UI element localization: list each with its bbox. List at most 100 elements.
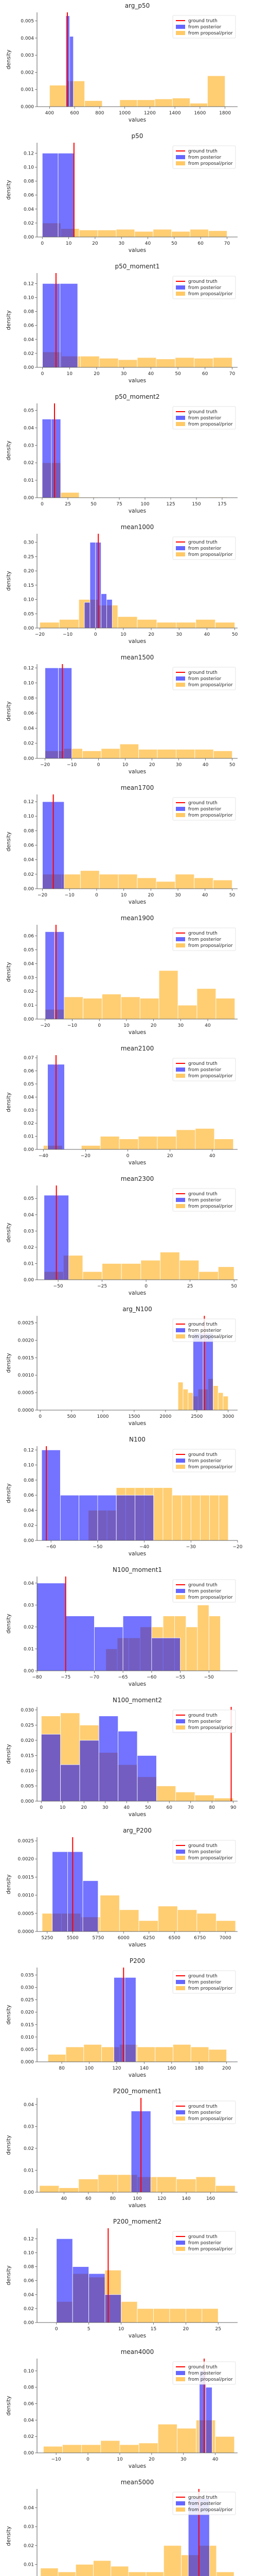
prior-bar — [197, 1604, 209, 1671]
y-tick-label: 0.0010 — [18, 1373, 34, 1378]
prior-bar — [62, 2444, 82, 2453]
posterior-bar — [37, 1583, 66, 1671]
x-axis-label: values — [129, 2202, 146, 2209]
y-tick-label: 0.0020 — [18, 1338, 34, 1343]
x-tick-label: 125 — [166, 502, 175, 507]
legend-prior-label: from proposal/prior — [188, 813, 233, 818]
y-tick-label: 0.005 — [21, 1784, 34, 1789]
x-tick-label: 6000 — [118, 1936, 130, 1941]
posterior-bar — [137, 1755, 157, 1802]
y-axis-label: density — [6, 1874, 12, 1894]
prior-bar — [156, 622, 177, 629]
prior-bar — [137, 2308, 154, 2323]
prior-bar — [200, 1495, 210, 1541]
y-tick-label: 0.00 — [24, 1017, 34, 1022]
chart-title: P200_moment2 — [113, 2218, 161, 2225]
prior-bar — [119, 743, 139, 759]
x-tick-label: −20 — [40, 762, 50, 768]
prior-bar — [40, 2568, 59, 2576]
y-axis-label: density — [6, 1092, 12, 1112]
y-tick-label: 0.003 — [21, 53, 34, 58]
x-axis-label: values — [129, 1160, 146, 1166]
y-tick-label: 0.04 — [24, 337, 34, 343]
x-tick-label: 50 — [229, 893, 236, 898]
legend-posterior-label: from posterior — [188, 1459, 221, 1464]
y-tick-label: 0.04 — [24, 961, 34, 967]
chart-title: arg_N100 — [122, 1306, 152, 1313]
posterior-bar — [58, 152, 75, 238]
legend-ground-truth-label: ground truth — [188, 1583, 218, 1588]
y-tick-label: 0.10 — [24, 2250, 34, 2256]
legend-prior-label: from proposal/prior — [188, 161, 233, 166]
posterior-bar — [52, 1851, 68, 1932]
x-tick-label: −40 — [139, 1545, 149, 1550]
x-tick-label: 5 — [87, 2327, 91, 2332]
x-tick-label: 20 — [151, 1023, 157, 1028]
x-tick-label: 50 — [229, 762, 236, 768]
prior-bar — [140, 1260, 160, 1280]
x-tick-label: 200 — [222, 2066, 231, 2071]
y-tick-label: 0.07 — [24, 1056, 34, 1061]
legend-box — [172, 1188, 236, 1212]
legend-prior-swatch — [176, 1856, 185, 1860]
prior-bar — [59, 619, 79, 629]
x-tick-label: 10 — [120, 632, 127, 637]
y-tick-label: 0.0015 — [18, 1875, 34, 1880]
x-tick-label: 10 — [121, 893, 127, 898]
prior-bar — [47, 2054, 66, 2062]
y-tick-label: 0.02 — [24, 872, 34, 877]
legend-posterior-label: from posterior — [188, 25, 221, 30]
legend-prior-label: from proposal/prior — [188, 1465, 233, 1470]
x-tick-label: −55 — [175, 1675, 185, 1680]
x-axis-label: values — [129, 1290, 146, 1296]
y-tick-label: 0.00 — [24, 365, 34, 370]
x-tick-label: 30 — [175, 893, 181, 898]
x-tick-label: 25 — [215, 2327, 221, 2332]
x-tick-label: 1000 — [97, 1414, 109, 1419]
chart-title: P200 — [130, 1957, 145, 1964]
x-tick-label: 100 — [133, 2196, 141, 2201]
legend-prior-swatch — [176, 2377, 185, 2381]
prior-bar — [198, 1271, 219, 1280]
y-tick-label: 0.00 — [24, 1147, 34, 1153]
x-tick-label: −80 — [32, 1675, 42, 1680]
x-axis-label: values — [129, 2072, 146, 2078]
legend-posterior-label: from posterior — [188, 1980, 221, 1985]
x-tick-label: −65 — [118, 1675, 128, 1680]
legend-ground-truth-label: ground truth — [188, 801, 218, 806]
x-tick-label: 120 — [157, 2196, 166, 2201]
x-tick-label: 100 — [140, 502, 149, 507]
y-axis-label: density — [6, 2265, 12, 2285]
prior-bar — [177, 1909, 197, 1932]
y-tick-label: 0.12 — [24, 151, 34, 156]
posterior-bar — [60, 1495, 80, 1541]
legend-prior-label: from proposal/prior — [188, 2116, 233, 2122]
y-tick-label: 0.004 — [21, 36, 34, 41]
legend-prior-label: from proposal/prior — [188, 2247, 233, 2252]
prior-bar — [58, 2571, 76, 2576]
prior-bar — [196, 988, 216, 1020]
x-tick-label: 800 — [95, 111, 104, 116]
y-axis-label: density — [6, 2005, 12, 2025]
legend-posterior-label: from posterior — [188, 1589, 221, 1594]
prior-bar — [194, 358, 213, 368]
prior-bar — [223, 1396, 229, 1411]
y-tick-label: 0.02 — [24, 351, 34, 357]
legend-ground-truth-label: ground truth — [188, 1322, 218, 1327]
y-tick-label: 0.02 — [24, 2434, 34, 2439]
histogram-mean1900: mean1900 0.00 0.01 0.02 0.03 0.04 0.05 0.06 −20 −… — [6, 914, 238, 1036]
x-axis-label: values — [129, 2463, 146, 2469]
x-tick-label: 25 — [65, 502, 70, 507]
x-tick-label: 70 — [188, 1805, 194, 1810]
legend-posterior-label: from posterior — [188, 2501, 221, 2506]
x-tick-label: 20 — [183, 2327, 189, 2332]
x-axis-label: values — [129, 899, 146, 905]
prior-bar — [160, 1251, 180, 1280]
x-tick-label: −10 — [67, 762, 77, 768]
x-tick-label: 140 — [140, 2066, 149, 2071]
x-tick-label: 5750 — [92, 1936, 104, 1941]
x-axis-label: values — [129, 1811, 146, 1818]
